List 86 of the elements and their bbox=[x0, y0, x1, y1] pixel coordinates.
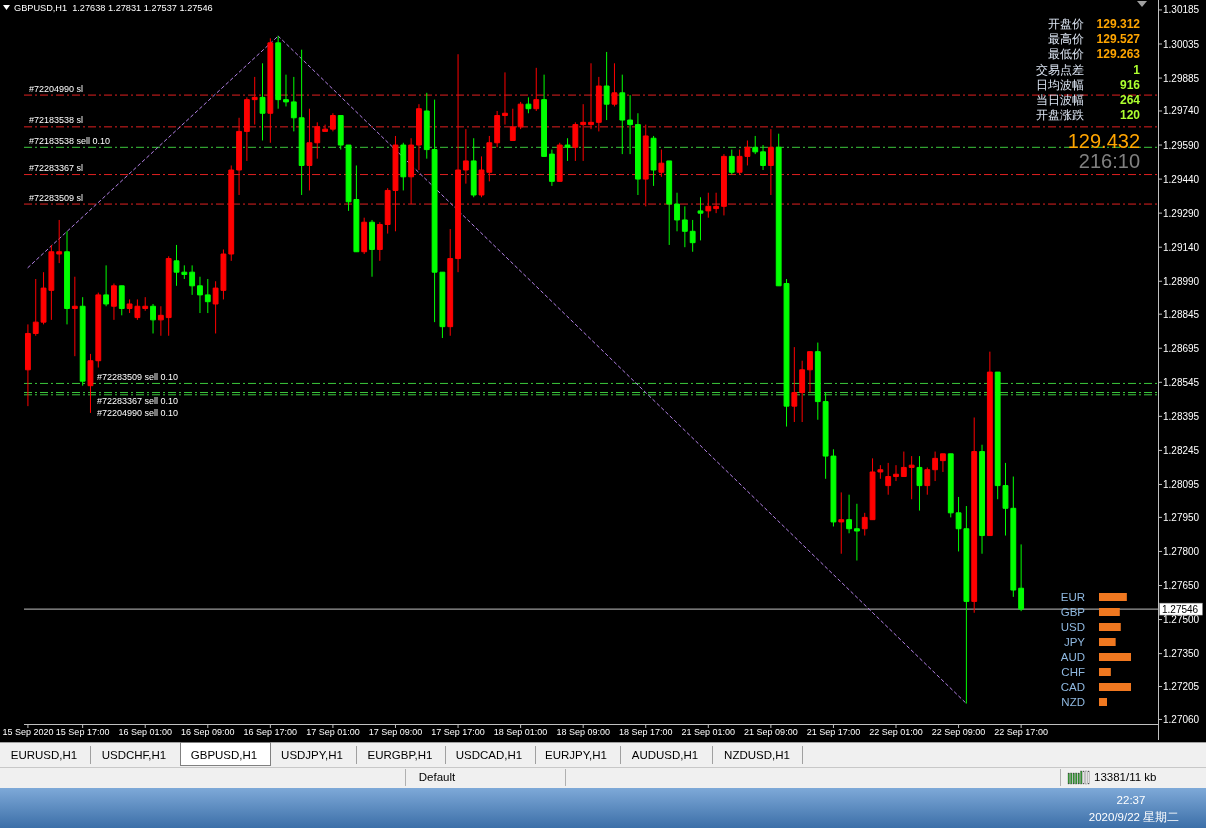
y-tick-label: 1.29885 bbox=[1163, 72, 1200, 84]
ref-line-label: #72204990 sell 0.10 bbox=[97, 407, 179, 418]
y-tick-label: 1.28095 bbox=[1163, 478, 1200, 490]
annotation: 开盘价 bbox=[1048, 17, 1084, 31]
y-tick-label: 1.27950 bbox=[1163, 511, 1200, 523]
text: USDCAD,H1 bbox=[455, 749, 523, 761]
y-tick-label: 1.27350 bbox=[1163, 648, 1200, 660]
x-tick-label: 22 Sep 17:00 bbox=[994, 727, 1048, 737]
x-tick-label: 17 Sep 17:00 bbox=[431, 727, 485, 737]
x-tick-label: 18 Sep 01:00 bbox=[493, 727, 548, 737]
y-tick-label: 1.29290 bbox=[1163, 207, 1200, 219]
y-tick-label: 1.27205 bbox=[1163, 681, 1200, 693]
x-tick-label: 16 Sep 17:00 bbox=[243, 727, 298, 737]
annotation: 216:10 bbox=[1078, 150, 1140, 172]
y-tick-label: 1.28990 bbox=[1163, 275, 1200, 287]
y-tick-label: 1.27060 bbox=[1163, 713, 1200, 725]
annotation: 120 bbox=[1119, 108, 1141, 123]
annotation: 129.527 bbox=[1096, 32, 1141, 47]
ref-line-label: #72283509 sell 0.10 bbox=[97, 371, 179, 382]
ref-line-label: #72204990 sl bbox=[29, 83, 84, 94]
text: 13381/11 kb bbox=[1094, 771, 1157, 783]
y-tick-label: 1.30185 bbox=[1163, 4, 1200, 16]
text: EURUSD,H1 bbox=[10, 749, 78, 761]
ref-line-label: #72283367 sl bbox=[29, 163, 84, 174]
x-tick-label: 16 Sep 09:00 bbox=[181, 727, 235, 737]
annotation: 129.263 bbox=[1096, 47, 1141, 62]
y-tick-label: 1.28395 bbox=[1163, 410, 1200, 422]
ref-line-label: #72183538 sl bbox=[29, 115, 84, 126]
annotation: 最低价 bbox=[1048, 47, 1084, 62]
x-tick-label: 15 Sep 17:00 bbox=[55, 727, 110, 737]
text: 22:37 bbox=[1116, 794, 1146, 806]
ref-line-label: #72183538 sell 0.10 bbox=[29, 135, 111, 146]
annotation: 129.432 bbox=[1067, 130, 1140, 152]
ref-line-label: #72283509 sl bbox=[29, 192, 84, 203]
y-tick-label: CHF bbox=[1061, 666, 1085, 678]
y-tick-label: 1.28545 bbox=[1163, 376, 1200, 388]
ref-line-label: #72283367 sell 0.10 bbox=[97, 395, 179, 406]
y-tick-label: AUD bbox=[1060, 651, 1085, 663]
text: AUDUSD,H1 bbox=[631, 749, 699, 761]
text: NZDUSD,H1 bbox=[724, 749, 790, 761]
x-tick-label: 18 Sep 17:00 bbox=[618, 727, 673, 737]
y-tick-label: 1.29740 bbox=[1163, 105, 1200, 117]
annotation: 129.312 bbox=[1096, 17, 1141, 31]
x-tick-label: 22 Sep 01:00 bbox=[869, 727, 923, 737]
y-tick-label: GBP bbox=[1060, 606, 1086, 618]
x-tick-label: 16 Sep 01:00 bbox=[118, 727, 172, 737]
y-tick-label: 1.27650 bbox=[1163, 580, 1200, 591]
annotation: 916 bbox=[1119, 77, 1141, 92]
y-tick-label: 1.28845 bbox=[1163, 308, 1200, 320]
annotation: 当日波幅 bbox=[1036, 93, 1084, 107]
x-tick-label: 18 Sep 09:00 bbox=[556, 727, 610, 737]
text: 2020/9/22 星期二 bbox=[1088, 811, 1180, 823]
y-tick-label: 1.27500 bbox=[1163, 614, 1200, 626]
x-tick-label: 21 Sep 09:00 bbox=[744, 727, 798, 737]
annotation: 最高价 bbox=[1048, 32, 1084, 47]
annotation: 264 bbox=[1119, 93, 1141, 107]
annotation: 开盘涨跌 bbox=[1036, 108, 1084, 123]
x-tick-label: 21 Sep 17:00 bbox=[806, 727, 861, 737]
y-tick-label: EUR bbox=[1060, 591, 1085, 603]
annotation: 1 bbox=[1133, 62, 1141, 77]
ref-line-label: 1.27546 bbox=[1162, 603, 1199, 615]
y-tick-label: CAD bbox=[1060, 681, 1085, 693]
text: EURGBP,H1 bbox=[367, 749, 433, 761]
y-tick-label: NZD bbox=[1061, 696, 1085, 708]
text: Default bbox=[418, 771, 457, 783]
text: USDCHF,H1 bbox=[101, 749, 167, 761]
chart-title: GBPUSD,H1 1.27638 1.27831 1.27537 1.27546 bbox=[14, 3, 213, 13]
annotation: 日均波幅 bbox=[1036, 77, 1084, 92]
x-tick-label: 17 Sep 01:00 bbox=[306, 727, 360, 737]
y-tick-label: 1.30035 bbox=[1163, 38, 1200, 50]
x-tick-label: 17 Sep 09:00 bbox=[368, 727, 423, 737]
y-tick-label: 1.29440 bbox=[1163, 173, 1200, 185]
y-tick-label: 1.28245 bbox=[1163, 444, 1200, 456]
text: EURJPY,H1 bbox=[545, 749, 607, 761]
text: USDJPY,H1 bbox=[281, 749, 343, 761]
x-tick-label: 21 Sep 01:00 bbox=[681, 727, 736, 737]
text: GBPUSD,H1 bbox=[190, 749, 258, 761]
y-tick-label: 1.28695 bbox=[1163, 342, 1200, 354]
y-tick-label: 1.29590 bbox=[1163, 139, 1200, 151]
x-tick-label: 22 Sep 09:00 bbox=[931, 727, 986, 737]
y-tick-label: 1.29140 bbox=[1163, 241, 1200, 253]
x-tick-label: 15 Sep 2020 bbox=[2, 727, 54, 737]
annotation: 交易点差 bbox=[1036, 62, 1084, 77]
y-tick-label: 1.27800 bbox=[1163, 545, 1200, 557]
y-tick-label: JPY bbox=[1063, 636, 1086, 648]
y-tick-label: USD bbox=[1060, 621, 1085, 633]
